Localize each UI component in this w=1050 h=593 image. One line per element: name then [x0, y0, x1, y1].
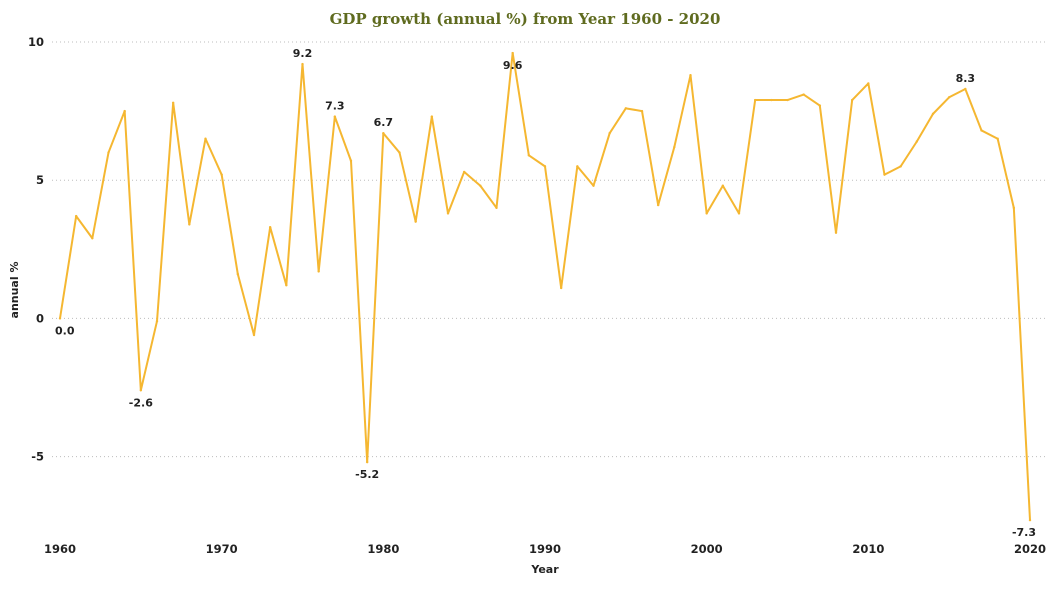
x-axis-label: Year: [530, 563, 559, 576]
data-label: 8.3: [956, 72, 976, 85]
data-point: [834, 231, 838, 234]
x-tick-label: 1960: [44, 542, 76, 556]
data-point: [479, 184, 482, 187]
series-line-layer: [59, 52, 1031, 521]
data-point: [446, 212, 450, 215]
data-point: [107, 151, 110, 154]
data-point: [285, 284, 288, 287]
data-point: [867, 82, 870, 85]
data-point: [91, 237, 94, 240]
data-point: [220, 173, 223, 176]
series-line: [59, 52, 1031, 521]
y-axis-label: annual %: [8, 262, 21, 319]
data-point: [430, 115, 434, 118]
data-point: [511, 51, 514, 55]
data-point: [931, 112, 935, 116]
data-label: -7.3: [1012, 526, 1036, 539]
x-axis-ticks: 1960 1970 1980 1990 2000 2010 2020: [44, 542, 1046, 556]
data-point: [656, 203, 660, 207]
data-label: 6.7: [374, 116, 394, 129]
data-label: 9.2: [293, 47, 313, 60]
data-point: [365, 460, 369, 464]
data-point: [333, 115, 337, 118]
data-point: [737, 212, 741, 215]
data-label: -5.2: [355, 468, 379, 481]
data-point: [705, 212, 708, 215]
data-point: [883, 173, 886, 176]
x-tick-label: 2000: [691, 542, 723, 556]
data-point: [770, 98, 773, 102]
data-point: [608, 132, 611, 135]
x-tick-label: 1980: [367, 542, 399, 556]
data-point: [753, 98, 757, 102]
data-point: [1012, 206, 1016, 210]
data-label: 9.6: [503, 59, 523, 72]
data-point: [592, 184, 595, 187]
data-points: [58, 51, 1032, 522]
data-point: [382, 132, 385, 135]
data-label: -2.6: [129, 396, 153, 409]
data-point: [58, 317, 62, 320]
data-point: [915, 140, 919, 143]
y-tick-label: 5: [36, 173, 44, 187]
data-point: [495, 206, 498, 210]
data-point: [624, 107, 628, 110]
data-point: [721, 184, 725, 187]
data-point: [964, 87, 967, 91]
data-point: [414, 220, 417, 223]
data-point: [123, 109, 126, 113]
y-tick-label: 10: [28, 35, 44, 49]
y-tick-label: 0: [36, 311, 44, 325]
data-label: 7.3: [325, 100, 345, 113]
data-point: [673, 145, 676, 149]
chart-title: GDP growth (annual %) from Year 1960 - 2…: [330, 10, 721, 28]
x-tick-label: 2020: [1014, 542, 1046, 556]
data-label: 0.0: [55, 324, 75, 337]
data-point: [398, 151, 401, 154]
data-point: [204, 137, 207, 140]
data-point: [899, 165, 902, 168]
data-point: [996, 137, 999, 140]
data-point: [301, 62, 304, 66]
data-point: [252, 333, 256, 337]
data-point: [980, 129, 983, 132]
data-point: [188, 223, 191, 226]
data-point: [74, 214, 78, 218]
data-point: [786, 98, 789, 102]
data-point: [802, 93, 805, 96]
data-point: [640, 109, 644, 113]
data-point: [236, 272, 240, 276]
data-point: [139, 389, 143, 392]
data-point: [1028, 518, 1032, 522]
data-point: [268, 225, 272, 229]
data-point: [576, 165, 579, 168]
data-point: [462, 170, 466, 174]
data-labels: 0.0 -2.6 9.2 7.3 -5.2 6.7 9.6 8.3 -7.3: [55, 47, 1036, 539]
data-point: [349, 159, 353, 163]
data-point: [850, 98, 854, 102]
y-axis-ticks: -5 0 5 10: [28, 35, 44, 464]
data-point: [171, 101, 175, 105]
data-point: [527, 154, 531, 157]
data-point: [818, 104, 822, 107]
data-point: [317, 270, 320, 273]
x-tick-label: 1970: [206, 542, 238, 556]
data-point: [155, 319, 159, 323]
data-point: [689, 73, 692, 77]
data-point: [543, 165, 547, 168]
gridlines: [52, 41, 1045, 458]
data-point: [559, 286, 563, 290]
x-tick-label: 2010: [852, 542, 884, 556]
x-tick-label: 1990: [529, 542, 561, 556]
y-tick-label: -5: [31, 450, 44, 464]
data-point: [947, 96, 951, 99]
